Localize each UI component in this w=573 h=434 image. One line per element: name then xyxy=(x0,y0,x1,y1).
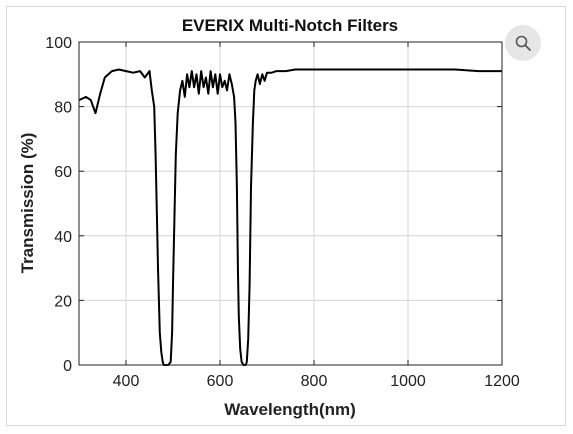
x-axis-label: Wavelength(nm) xyxy=(224,400,356,419)
tick-marks xyxy=(79,41,503,366)
tick-labels: 400 600 800 1000 1200 0 20 40 60 80 100 xyxy=(45,35,520,390)
y-tick-label: 40 xyxy=(54,229,72,246)
x-tick-label: 600 xyxy=(207,373,234,390)
x-tick-label: 1000 xyxy=(390,373,426,390)
y-tick-label: 60 xyxy=(54,164,72,181)
y-tick-label: 20 xyxy=(54,293,72,310)
zoom-button[interactable] xyxy=(505,25,541,61)
y-tick-label: 100 xyxy=(45,35,72,52)
plot-border xyxy=(78,41,503,366)
y-axis-label: Transmission (%) xyxy=(18,133,37,274)
x-tick-label: 400 xyxy=(113,373,140,390)
y-tick-label: 0 xyxy=(63,358,72,375)
plot-area xyxy=(79,42,502,365)
series-line xyxy=(78,68,502,366)
series-layer xyxy=(78,68,502,366)
chart-title: EVERIX Multi-Notch Filters xyxy=(182,16,398,35)
magnifier-icon xyxy=(515,35,531,51)
x-tick-label: 1200 xyxy=(484,373,520,390)
x-tick-label: 800 xyxy=(301,373,328,390)
y-tick-label: 80 xyxy=(54,100,72,117)
grid xyxy=(79,42,502,365)
